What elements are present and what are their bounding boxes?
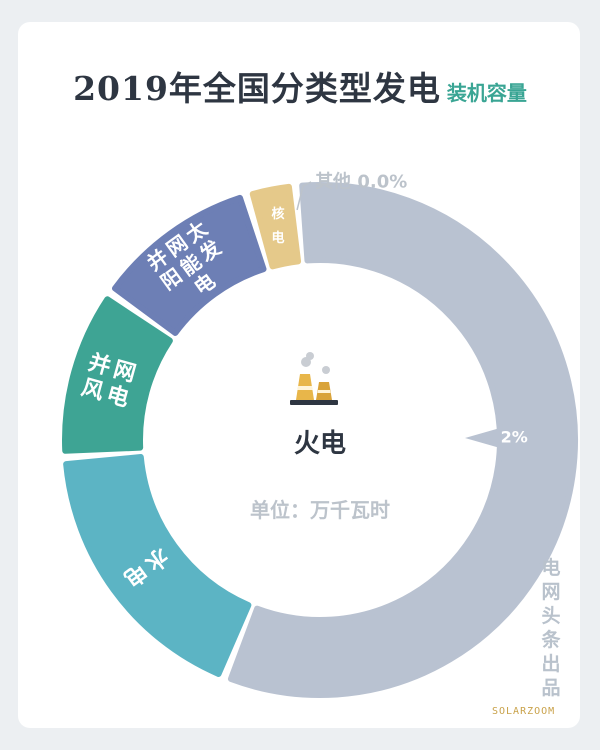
other-leader-line xyxy=(296,181,312,211)
slice-thermal xyxy=(227,182,578,698)
chart-title-main: 2019年全国分类型发电 xyxy=(73,69,441,108)
svg-text:电: 电 xyxy=(271,230,284,246)
power-plant-icon xyxy=(290,352,338,405)
slice-solar xyxy=(111,194,267,336)
slice-hydro xyxy=(63,454,252,677)
slice-nuclear xyxy=(249,183,302,270)
side-credit: 电网头条出品 xyxy=(541,557,561,699)
slice-wind xyxy=(62,296,173,454)
chart-title: 2019年全国分类型发电 装机容量 xyxy=(0,62,600,110)
unit-label: 单位：万千瓦时 xyxy=(250,498,390,522)
other-label: 其他 0.0% xyxy=(315,170,407,192)
center-label: 火电 xyxy=(294,429,346,459)
svg-text:核: 核 xyxy=(271,206,284,222)
slice-label-nuclear: 核电 xyxy=(271,206,284,246)
brand-watermark: SOLARZOOM xyxy=(492,706,556,717)
thermal-pointer-notch xyxy=(465,428,500,448)
chart-title-sub: 装机容量 xyxy=(446,81,527,105)
